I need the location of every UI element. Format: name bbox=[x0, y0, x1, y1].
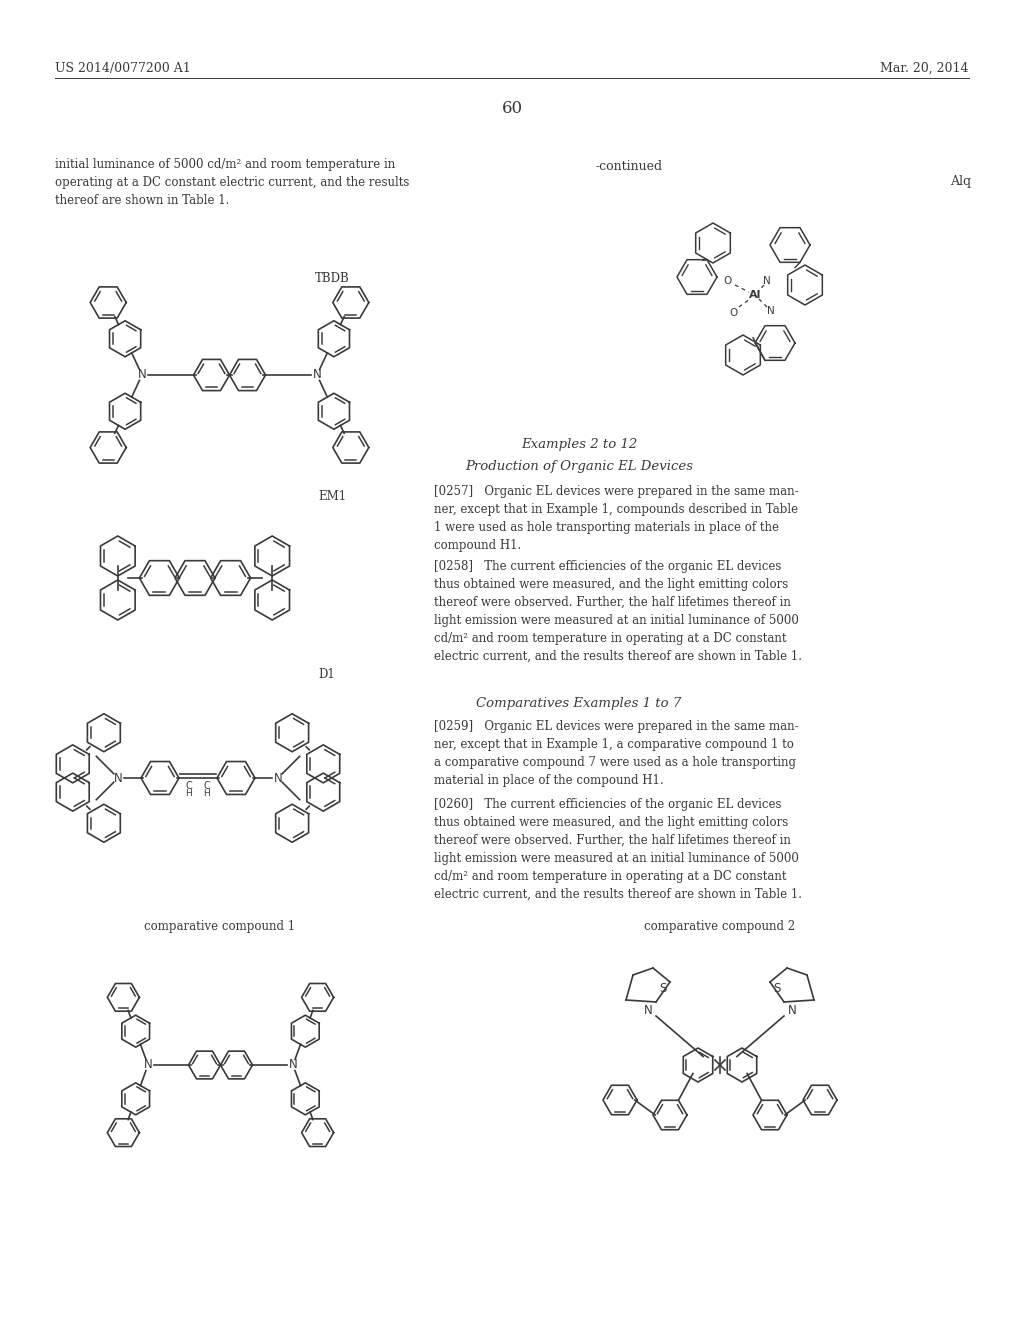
Text: S: S bbox=[773, 982, 780, 994]
Text: O: O bbox=[729, 308, 737, 318]
Text: N: N bbox=[787, 1003, 797, 1016]
Text: [0257]   Organic EL devices were prepared in the same man-
ner, except that in E: [0257] Organic EL devices were prepared … bbox=[434, 484, 799, 552]
Text: N: N bbox=[644, 1003, 652, 1016]
Text: O: O bbox=[724, 276, 732, 286]
Text: N: N bbox=[143, 1059, 153, 1072]
Text: Mar. 20, 2014: Mar. 20, 2014 bbox=[881, 62, 969, 75]
Text: [0258]   The current efficiencies of the organic EL devices
thus obtained were m: [0258] The current efficiencies of the o… bbox=[434, 560, 802, 663]
Text: -continued: -continued bbox=[595, 160, 663, 173]
Text: N: N bbox=[289, 1059, 297, 1072]
Text: US 2014/0077200 A1: US 2014/0077200 A1 bbox=[55, 62, 190, 75]
Text: 60: 60 bbox=[502, 100, 522, 117]
Text: N: N bbox=[137, 368, 146, 381]
Text: [0260]   The current efficiencies of the organic EL devices
thus obtained were m: [0260] The current efficiencies of the o… bbox=[434, 799, 802, 902]
Text: Alq: Alq bbox=[950, 176, 971, 187]
Text: initial luminance of 5000 cd/m² and room temperature in
operating at a DC consta: initial luminance of 5000 cd/m² and room… bbox=[55, 158, 410, 207]
Text: Al: Al bbox=[749, 290, 761, 300]
Text: N: N bbox=[763, 276, 771, 286]
Text: Production of Organic EL Devices: Production of Organic EL Devices bbox=[465, 459, 693, 473]
Text: S: S bbox=[659, 982, 667, 994]
Text: C: C bbox=[204, 781, 210, 791]
Text: Examples 2 to 12: Examples 2 to 12 bbox=[521, 438, 637, 451]
Text: N: N bbox=[312, 368, 322, 381]
Text: TBDB: TBDB bbox=[315, 272, 350, 285]
Text: comparative compound 1: comparative compound 1 bbox=[144, 920, 296, 933]
Text: N: N bbox=[114, 771, 123, 784]
Text: Comparatives Examples 1 to 7: Comparatives Examples 1 to 7 bbox=[476, 697, 682, 710]
Text: comparative compound 2: comparative compound 2 bbox=[644, 920, 796, 933]
Text: N: N bbox=[273, 771, 283, 784]
Text: EM1: EM1 bbox=[318, 490, 346, 503]
Text: N: N bbox=[767, 306, 775, 315]
Text: [0259]   Organic EL devices were prepared in the same man-
ner, except that in E: [0259] Organic EL devices were prepared … bbox=[434, 719, 799, 787]
Text: C: C bbox=[185, 781, 193, 791]
Text: H: H bbox=[204, 789, 210, 799]
Text: H: H bbox=[185, 789, 193, 799]
Text: D1: D1 bbox=[318, 668, 335, 681]
